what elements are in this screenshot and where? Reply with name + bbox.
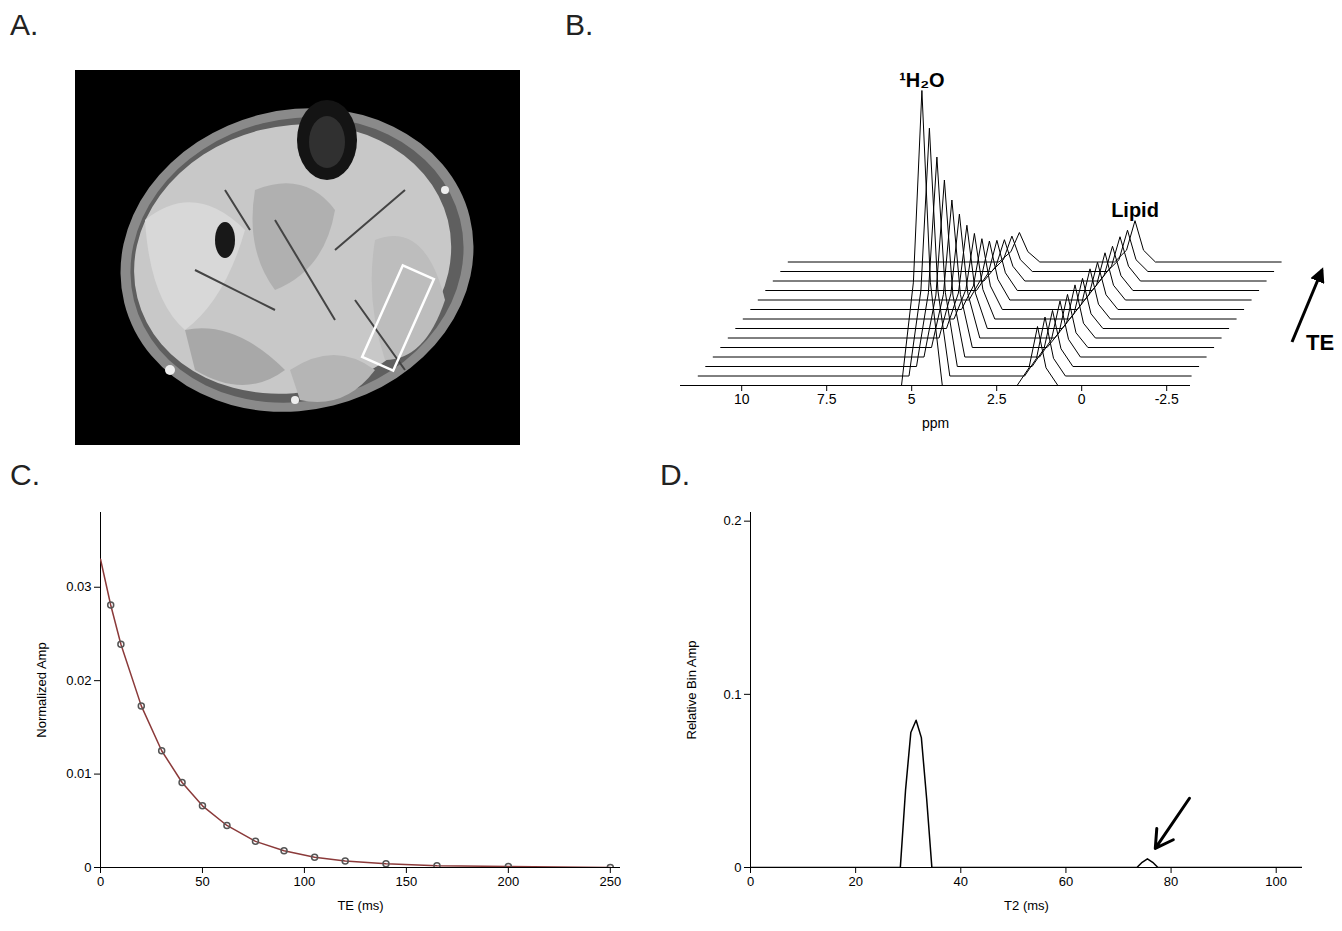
html-text:A.: A.	[10, 8, 39, 41]
svg-text:0: 0	[734, 860, 741, 875]
svg-text:Relative Bin Amp: Relative Bin Amp	[684, 641, 699, 740]
svg-text:80: 80	[1164, 874, 1178, 889]
svg-text:TE (ms): TE (ms)	[337, 898, 383, 913]
svg-text:0.01: 0.01	[66, 766, 91, 781]
svg-text:200: 200	[497, 874, 519, 889]
svg-text:0: 0	[1078, 391, 1086, 407]
svg-text:250: 250	[599, 874, 621, 889]
svg-text:T2 (ms): T2 (ms)	[1004, 898, 1049, 913]
svg-text:7.5: 7.5	[817, 391, 837, 407]
svg-text:0.2: 0.2	[723, 513, 741, 528]
html-text:C.: C.	[10, 458, 40, 491]
svg-text:Normalized Amp: Normalized Amp	[34, 642, 49, 737]
svg-text:0.03: 0.03	[66, 579, 91, 594]
svg-text:60: 60	[1059, 874, 1073, 889]
svg-text:Lipid: Lipid	[1111, 199, 1159, 221]
svg-text:ppm: ppm	[922, 415, 949, 431]
html-text:D.: D.	[660, 458, 690, 491]
svg-text:40: 40	[954, 874, 968, 889]
svg-text:5: 5	[908, 391, 916, 407]
svg-text:100: 100	[1265, 874, 1287, 889]
svg-text:2.5: 2.5	[987, 391, 1007, 407]
svg-text:0.1: 0.1	[723, 686, 741, 701]
svg-text:10: 10	[734, 391, 750, 407]
svg-text:20: 20	[848, 874, 862, 889]
svg-text:0.02: 0.02	[66, 673, 91, 688]
svg-text:100: 100	[294, 874, 316, 889]
svg-text:¹H₂O: ¹H₂O	[899, 69, 945, 91]
html-text:B.: B.	[565, 8, 594, 41]
svg-text:0: 0	[97, 874, 104, 889]
svg-text:TE: TE	[1306, 330, 1334, 355]
svg-text:0: 0	[84, 860, 91, 875]
svg-text:-2.5: -2.5	[1155, 391, 1179, 407]
svg-text:50: 50	[195, 874, 209, 889]
svg-text:0: 0	[747, 874, 754, 889]
svg-text:150: 150	[396, 874, 418, 889]
